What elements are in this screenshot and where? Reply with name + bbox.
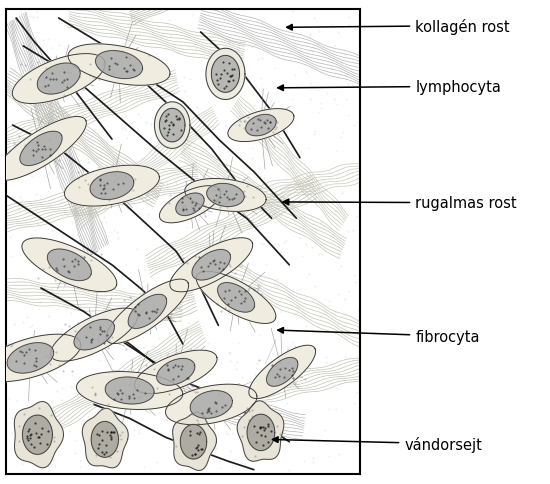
Polygon shape — [96, 51, 142, 79]
Polygon shape — [160, 186, 221, 223]
Polygon shape — [180, 424, 207, 459]
Polygon shape — [23, 415, 52, 454]
Polygon shape — [76, 372, 183, 409]
Polygon shape — [68, 45, 170, 86]
Polygon shape — [0, 117, 86, 181]
Text: rugalmas rost: rugalmas rost — [283, 196, 517, 211]
Text: lymphocyta: lymphocyta — [278, 80, 501, 94]
Polygon shape — [267, 358, 298, 386]
Polygon shape — [192, 250, 230, 280]
Polygon shape — [12, 55, 105, 104]
Polygon shape — [173, 412, 217, 470]
Polygon shape — [211, 56, 239, 93]
Polygon shape — [207, 184, 244, 207]
Polygon shape — [155, 103, 190, 149]
Polygon shape — [22, 239, 117, 292]
Polygon shape — [176, 194, 204, 216]
Polygon shape — [90, 172, 134, 200]
Polygon shape — [160, 109, 185, 143]
Polygon shape — [0, 334, 81, 382]
Polygon shape — [128, 295, 167, 329]
Polygon shape — [7, 343, 53, 373]
Polygon shape — [105, 377, 154, 404]
Polygon shape — [20, 132, 62, 166]
Polygon shape — [157, 359, 195, 385]
Polygon shape — [166, 384, 257, 425]
Polygon shape — [106, 280, 189, 344]
Polygon shape — [91, 422, 118, 457]
Polygon shape — [185, 179, 266, 212]
Polygon shape — [249, 346, 316, 399]
Polygon shape — [64, 166, 160, 207]
Polygon shape — [237, 401, 284, 461]
Polygon shape — [196, 272, 276, 324]
Text: vándorsejt: vándorsejt — [272, 436, 482, 452]
Polygon shape — [247, 414, 275, 451]
Polygon shape — [190, 391, 232, 419]
Polygon shape — [14, 402, 63, 468]
Polygon shape — [228, 109, 294, 142]
Polygon shape — [51, 308, 138, 362]
Polygon shape — [74, 319, 114, 350]
Polygon shape — [170, 238, 252, 292]
Polygon shape — [37, 64, 80, 95]
Text: kollagén rost: kollagén rost — [287, 19, 510, 34]
Polygon shape — [82, 408, 128, 468]
Text: fibrocyta: fibrocyta — [278, 328, 480, 344]
Polygon shape — [135, 350, 217, 394]
Polygon shape — [206, 49, 245, 100]
Polygon shape — [47, 250, 91, 281]
Polygon shape — [218, 283, 255, 313]
Polygon shape — [246, 115, 276, 136]
